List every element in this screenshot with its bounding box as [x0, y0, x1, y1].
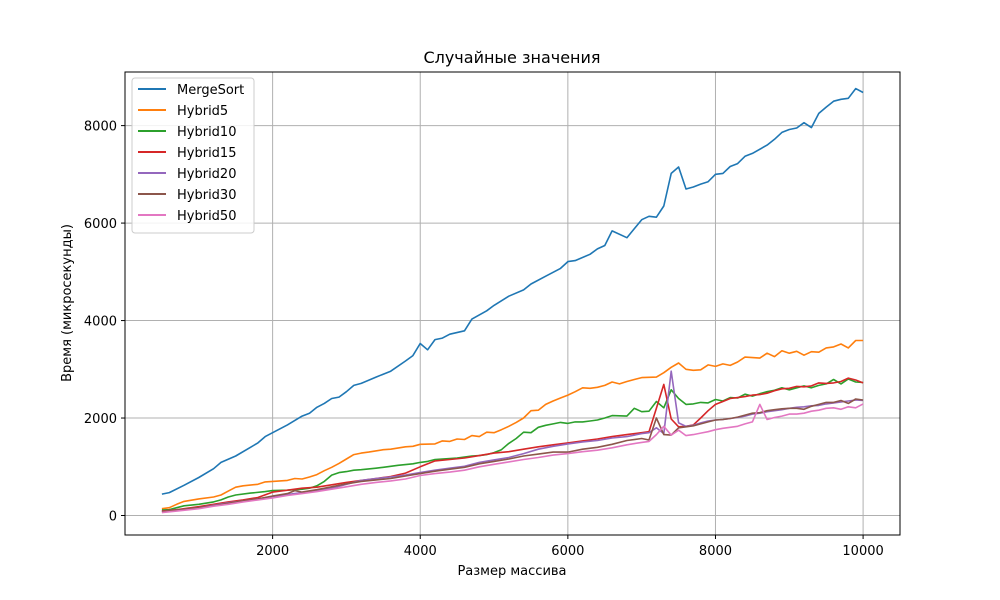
x-tick-label: 4000 [404, 544, 437, 559]
series-line-hybrid15 [161, 377, 864, 512]
legend-label-hybrid5: Hybrid5 [177, 104, 228, 119]
y-axis-label: Время (микросекунды) [60, 224, 75, 382]
series-line-hybrid30 [161, 398, 864, 513]
y-tick-label: 8000 [84, 120, 117, 135]
legend-label-hybrid30: Hybrid30 [177, 188, 236, 203]
x-axis-label: Размер массива [457, 564, 566, 579]
series-line-hybrid5 [161, 339, 864, 510]
legend-label-hybrid50: Hybrid50 [177, 209, 236, 224]
y-tick-label: 4000 [84, 315, 117, 330]
axis-ticks: 2000 4000 6000 8000 10000 0 2000 4000 6000 8000 [84, 120, 884, 559]
chart-title: Случайные значения [423, 48, 600, 67]
x-tick-label: 8000 [699, 544, 732, 559]
plot-lines [161, 87, 864, 514]
legend-label-hybrid15: Hybrid15 [177, 146, 236, 161]
y-tick-label: 2000 [84, 412, 117, 427]
legend-label-mergesort: MergeSort [177, 83, 244, 98]
x-tick-label: 2000 [256, 544, 289, 559]
legend: MergeSort Hybrid5 Hybrid10 Hybrid15 Hybrid20… [131, 77, 255, 234]
legend-label-hybrid10: Hybrid10 [177, 125, 236, 140]
series-line-hybrid50 [161, 403, 864, 514]
y-tick-label: 6000 [84, 217, 117, 232]
y-tick-label: 0 [109, 510, 117, 525]
series-line-mergesort [161, 87, 864, 495]
plot-frame [124, 71, 901, 536]
x-tick-label: 10000 [842, 544, 883, 559]
x-tick-label: 6000 [551, 544, 584, 559]
legend-label-hybrid20: Hybrid20 [177, 167, 236, 182]
